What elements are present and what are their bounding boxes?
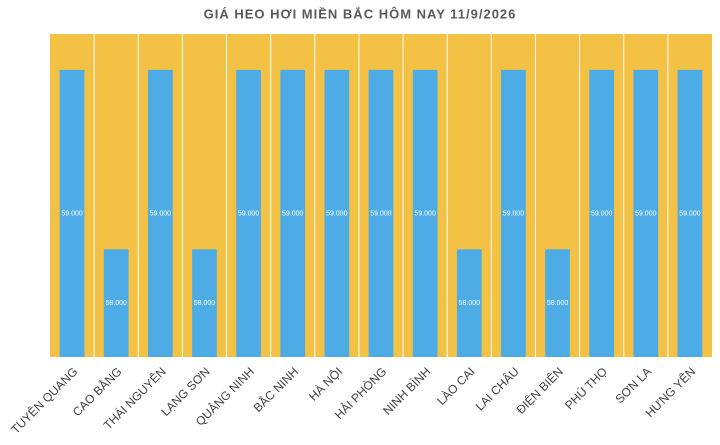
value-label: 58.000 xyxy=(547,300,569,307)
x-tick-label: NINH BÌNH xyxy=(380,364,434,418)
bar xyxy=(501,69,526,357)
x-tick-label: BẮC NINH xyxy=(250,364,301,415)
bar xyxy=(236,69,261,357)
x-tick-label: HÀ NỘI xyxy=(305,364,345,404)
value-label: 59.000 xyxy=(591,210,613,217)
value-label: 58.000 xyxy=(105,300,127,307)
bar xyxy=(147,69,173,357)
value-label: 59.000 xyxy=(282,210,304,217)
bar xyxy=(456,249,482,357)
bar xyxy=(192,249,217,357)
x-tick-label: LÀO CAI xyxy=(434,364,478,408)
bar xyxy=(633,69,659,357)
bar xyxy=(412,69,438,357)
x-tick-label: PHÚ THỌ xyxy=(561,364,610,413)
bar xyxy=(545,249,570,357)
bar xyxy=(677,69,703,357)
bar xyxy=(589,69,615,357)
value-label: 59.000 xyxy=(414,210,436,217)
bar xyxy=(103,249,129,357)
chart-title: GIÁ HEO HƠI MIỀN BẮC HÔM NAY 11/9/2026 xyxy=(204,6,517,21)
value-label: 59.000 xyxy=(679,210,701,217)
value-label: 59.000 xyxy=(370,210,392,217)
value-label: 58.000 xyxy=(194,300,216,307)
bar xyxy=(324,69,350,357)
value-label: 59.000 xyxy=(326,210,348,217)
value-label: 58.000 xyxy=(459,300,481,307)
x-tick-label: SƠN LA xyxy=(612,364,654,406)
bar xyxy=(280,69,306,357)
bar xyxy=(59,69,85,357)
value-label: 59.000 xyxy=(238,210,260,217)
value-label: 59.000 xyxy=(150,210,172,217)
value-label: 59.000 xyxy=(61,210,83,217)
x-tick-label: ĐIỆN BIÊN xyxy=(513,364,566,417)
bar xyxy=(368,69,394,357)
value-label: 59.000 xyxy=(635,210,657,217)
value-label: 59.000 xyxy=(503,210,525,217)
x-tick-label: TUYÊN QUANG xyxy=(8,364,81,437)
